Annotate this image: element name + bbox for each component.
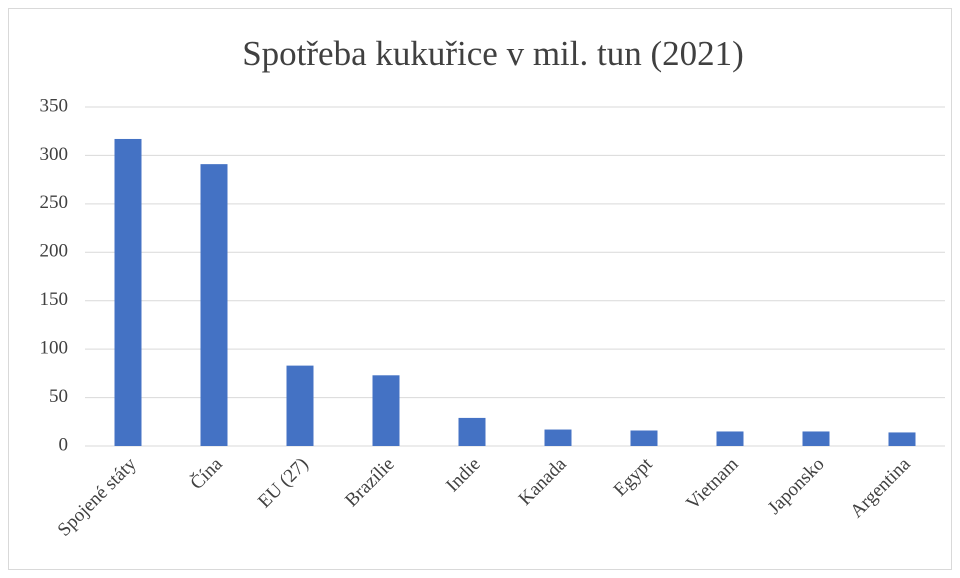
- y-tick-label: 0: [59, 434, 69, 455]
- bar: [544, 429, 572, 446]
- bar: [716, 431, 744, 446]
- y-tick-label: 200: [40, 241, 69, 262]
- bar: [372, 375, 400, 446]
- bar: [630, 430, 658, 446]
- y-tick-label: 350: [40, 95, 69, 116]
- bar: [888, 432, 916, 446]
- bar: [286, 365, 314, 446]
- bar: [802, 431, 830, 446]
- bar: [200, 164, 228, 446]
- bar: [458, 417, 486, 446]
- bar: [114, 138, 142, 446]
- y-tick-label: 250: [40, 192, 69, 213]
- y-tick-label: 150: [40, 289, 69, 310]
- y-tick-label: 100: [40, 338, 69, 359]
- chart-border: [8, 8, 952, 570]
- chart-title: Spotřeba kukuřice v mil. tun (2021): [242, 34, 744, 73]
- y-tick-label: 50: [49, 386, 68, 407]
- y-tick-label: 300: [40, 144, 69, 165]
